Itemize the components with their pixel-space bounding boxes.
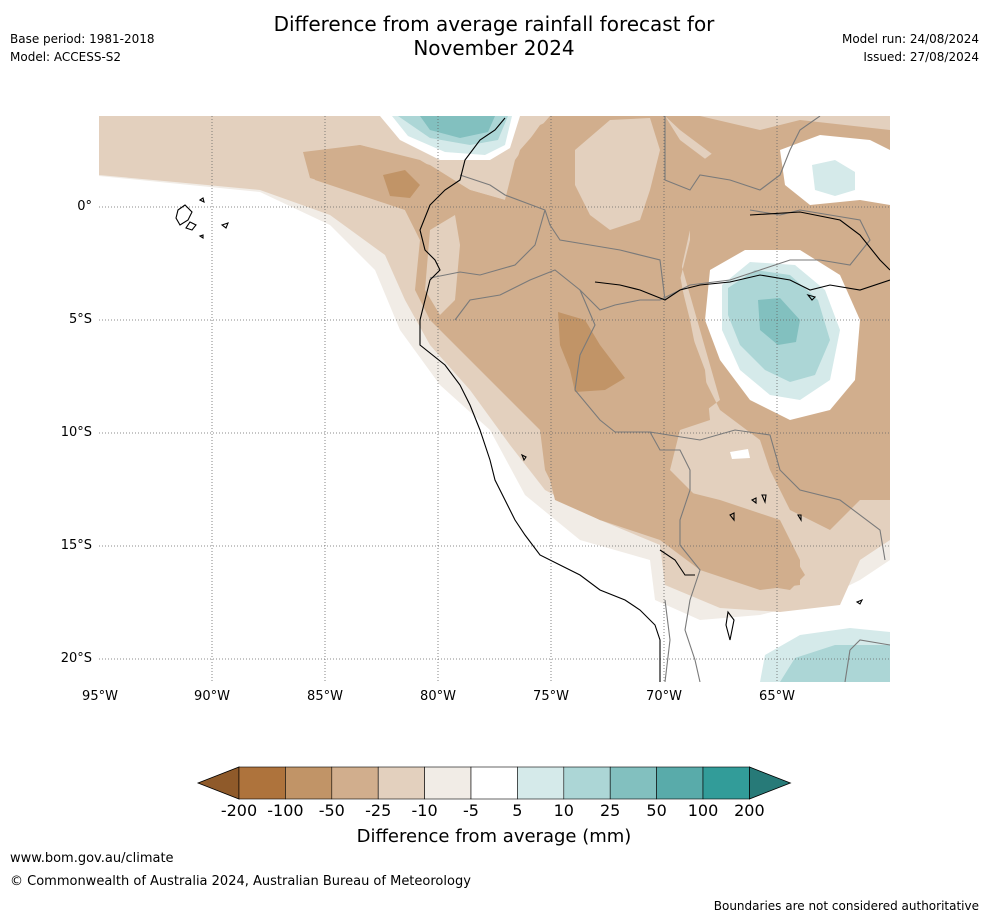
map-title: Difference from average rainfall forecas… [0, 12, 988, 60]
title-line-2: November 2024 [413, 36, 575, 60]
colorbar-tick-label: 10 [553, 801, 574, 820]
meta-left: Base period: 1981-2018 Model: ACCESS-S2 [10, 30, 155, 66]
lon-label-80w: 80°W [420, 689, 456, 704]
anomaly-window-minus10-b [425, 215, 460, 315]
colorbar-tick-label: 5 [512, 801, 523, 820]
lon-label-85w: 85°W [307, 689, 343, 704]
anomaly-core-minus25 [305, 116, 800, 590]
model-run: Model run: 24/08/2024 [841, 32, 979, 46]
lat-label-10s: 10°S [60, 425, 92, 440]
lon-label-70w: 70°W [646, 689, 682, 704]
colorbar-title: Difference from average (mm) [356, 826, 632, 847]
colorbar-tick-label: -100 [267, 801, 304, 820]
base-period: Base period: 1981-2018 [10, 32, 155, 46]
lon-label-75w: 75°W [533, 689, 569, 704]
lat-label-0: 0° [77, 199, 92, 214]
lon-label-90w: 90°W [194, 689, 230, 704]
colorbar-tick-label: -200 [220, 801, 258, 820]
lat-label-20s: 20°S [60, 651, 92, 666]
lon-label-65w: 65°W [759, 689, 795, 704]
colorbar-tick-label: -25 [365, 801, 392, 820]
gridlines [99, 116, 890, 682]
colorbar-tick-label: 100 [687, 801, 719, 820]
colorbar-tick-label: 200 [734, 801, 765, 820]
anomaly-white-small [730, 449, 750, 459]
colorbar-tick-label: -5 [463, 801, 479, 820]
anomaly-window-minus10 [575, 118, 660, 230]
colorbar-tick-label: -10 [411, 801, 438, 820]
anomaly-wet-se-25 [780, 645, 890, 682]
lat-label-15s: 15°S [60, 538, 92, 553]
title-line-1: Difference from average rainfall forecas… [273, 12, 715, 36]
anomaly-wet-50 [758, 298, 800, 345]
boundary-disclaimer: Boundaries are not considered authoritat… [713, 899, 979, 913]
colorbar-tick-label: 50 [646, 801, 667, 820]
issued-date: Issued: 27/08/2024 [863, 50, 979, 64]
meta-right: Model run: 24/08/2024 Issued: 27/08/2024 [842, 30, 979, 66]
model-name: Model: ACCESS-S2 [10, 50, 122, 64]
colorbar-tick-label: 25 [600, 801, 621, 820]
coastline [175, 117, 890, 682]
lon-label-95w: 95°W [82, 689, 118, 704]
copyright-text: © Commonwealth of Australia 2024, Austra… [10, 874, 471, 889]
map-plot-area [99, 116, 890, 682]
anomaly-wet-north-50 [420, 116, 495, 138]
anomaly-wet-ne [812, 160, 855, 196]
anomaly-patch-minus50-a [383, 170, 420, 198]
colorbar-tick-label: -50 [318, 801, 345, 820]
lat-label-5s: 5°S [68, 312, 92, 327]
anomaly-patch-minus50-b [558, 312, 625, 392]
website-link[interactable]: www.bom.gov.au/climate [10, 851, 174, 866]
